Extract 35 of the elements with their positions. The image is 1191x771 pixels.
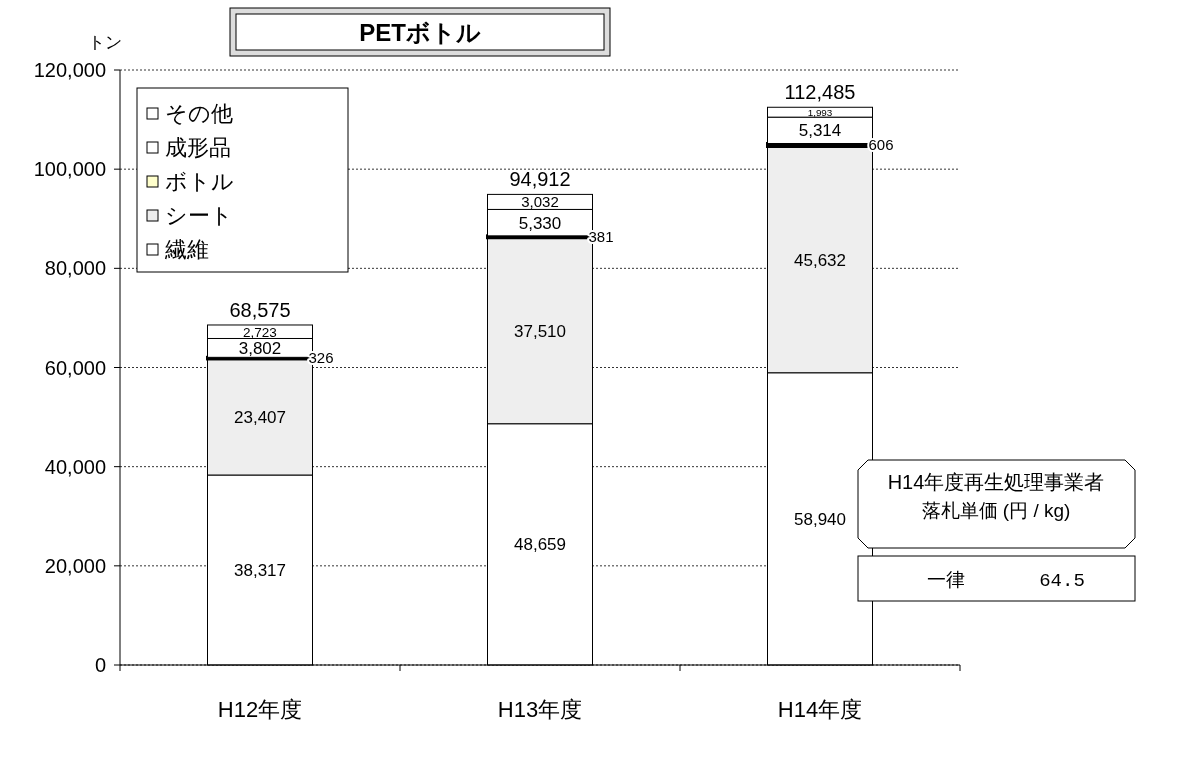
data-label: 5,314: [798, 121, 842, 141]
data-label: 3,802: [238, 339, 282, 359]
legend-label: 繊維: [164, 237, 209, 262]
chart-title: PETボトル: [359, 19, 481, 46]
data-label: 23,407: [234, 408, 286, 428]
data-label: 37,510: [514, 321, 566, 341]
annotation: 一律: [927, 569, 965, 590]
data-label: 38,317: [234, 561, 286, 581]
legend-label: シート: [165, 203, 233, 228]
y-tick-label: 100,000: [33, 158, 106, 181]
legend-label: ボトル: [165, 169, 234, 194]
total-label: 68,575: [229, 298, 291, 321]
y-tick-label: 80,000: [44, 257, 106, 280]
data-label: 45,632: [794, 250, 846, 270]
data-label: 2,723: [243, 324, 277, 340]
total-label: 94,912: [509, 168, 571, 191]
x-tick-label: H12年度: [217, 697, 303, 722]
data-label: 58,940: [794, 510, 846, 529]
y-tick-label: 40,000: [44, 455, 106, 478]
y-tick-label: 120,000: [33, 59, 106, 81]
y-tick-label: 20,000: [44, 554, 106, 577]
data-label: 48,659: [514, 535, 566, 555]
data-label: 5,330: [518, 213, 562, 233]
x-tick-label: H14年度: [777, 697, 863, 722]
y-tick-label: 60,000: [44, 356, 106, 379]
legend-label: 成形品: [165, 135, 231, 160]
data-label: 1,993: [807, 106, 833, 118]
y-axis-title: トン: [88, 33, 122, 52]
data-label: 3,032: [521, 193, 559, 211]
x-tick-label: H13年度: [497, 697, 583, 722]
y-tick-label: 0: [94, 654, 106, 676]
total-label: 112,485: [784, 81, 856, 104]
annotation: H14年度再生処理事業者: [887, 471, 1105, 493]
legend-label: その他: [165, 101, 233, 126]
annotation: 落札単価 (円 / kg): [921, 500, 1071, 521]
